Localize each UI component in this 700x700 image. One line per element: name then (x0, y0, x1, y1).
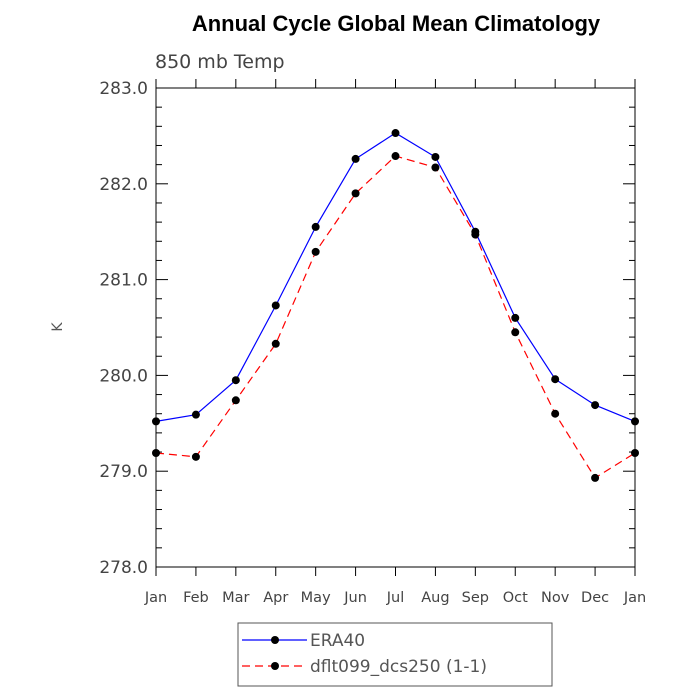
x-tick-label: Dec (581, 590, 609, 606)
data-point-s0-9 (511, 313, 520, 322)
data-point-s0-0 (152, 417, 160, 426)
x-tick-label: Sep (462, 590, 489, 606)
data-point-s1-6 (391, 152, 400, 161)
data-point-s1-1 (191, 452, 200, 461)
legend: ERA40 dflt099_dcs250 (1-1) (237, 622, 553, 687)
legend-box (237, 622, 553, 687)
x-tick-label: Jan (623, 590, 646, 606)
series-line-1 (155, 155, 636, 479)
data-point-s1-5 (351, 189, 360, 198)
data-point-s0-3 (271, 301, 280, 310)
legend-marker-0 (271, 636, 279, 644)
data-point-s1-10 (551, 409, 560, 418)
data-point-s0-6 (391, 129, 400, 138)
x-tick-label: Jul (386, 590, 405, 606)
y-tick-label: 283.0 (99, 79, 148, 99)
data-point-s0-2 (231, 376, 240, 385)
data-point-s1-12 (631, 448, 639, 457)
data-point-s1-7 (431, 163, 440, 172)
data-point-s1-9 (511, 328, 520, 337)
chart-title: Annual Cycle Global Mean Climatology (192, 11, 601, 36)
x-tick-label: Oct (503, 590, 528, 606)
series-line-0 (155, 132, 636, 422)
x-tick-label: Aug (421, 590, 449, 606)
legend-marker-1 (271, 662, 279, 670)
data-point-s1-4 (311, 247, 320, 256)
data-point-s0-12 (631, 417, 639, 426)
data-point-s1-3 (271, 339, 280, 348)
y-axis-label: K (50, 322, 66, 332)
series-layer (152, 129, 639, 482)
chart-subtitle: 850 mb Temp (155, 51, 285, 73)
x-tick-label: Mar (222, 590, 249, 606)
x-tick-label: Feb (183, 590, 209, 606)
data-point-s1-11 (591, 473, 600, 482)
data-point-s1-2 (231, 396, 240, 405)
x-tick-label: May (301, 590, 331, 606)
y-tick-label: 282.0 (99, 175, 148, 195)
axes-layer: 278.0 279.0 280.0 281.0 282.0 283.0 Jan Feb Mar A… (99, 79, 646, 606)
data-point-s0-7 (431, 152, 440, 161)
data-point-s0-10 (551, 375, 560, 384)
legend-label-1: dflt099_dcs250 (1-1) (310, 657, 487, 677)
data-point-s0-4 (311, 222, 320, 231)
y-tick-label: 279.0 (99, 462, 148, 482)
x-tick-label: Jan (144, 590, 167, 606)
y-tick-label: 280.0 (99, 366, 148, 386)
data-point-s0-1 (191, 410, 200, 419)
legend-label-0: ERA40 (310, 631, 365, 651)
x-tick-label: Nov (541, 590, 570, 606)
x-tick-label: Jun (343, 590, 367, 606)
x-tick-label: Apr (263, 590, 288, 606)
data-point-s1-8 (471, 230, 480, 239)
data-point-s0-5 (351, 154, 360, 163)
data-point-s1-0 (152, 448, 160, 457)
y-tick-label: 278.0 (99, 558, 148, 578)
data-point-s0-11 (591, 401, 600, 410)
y-tick-label: 281.0 (99, 271, 148, 291)
